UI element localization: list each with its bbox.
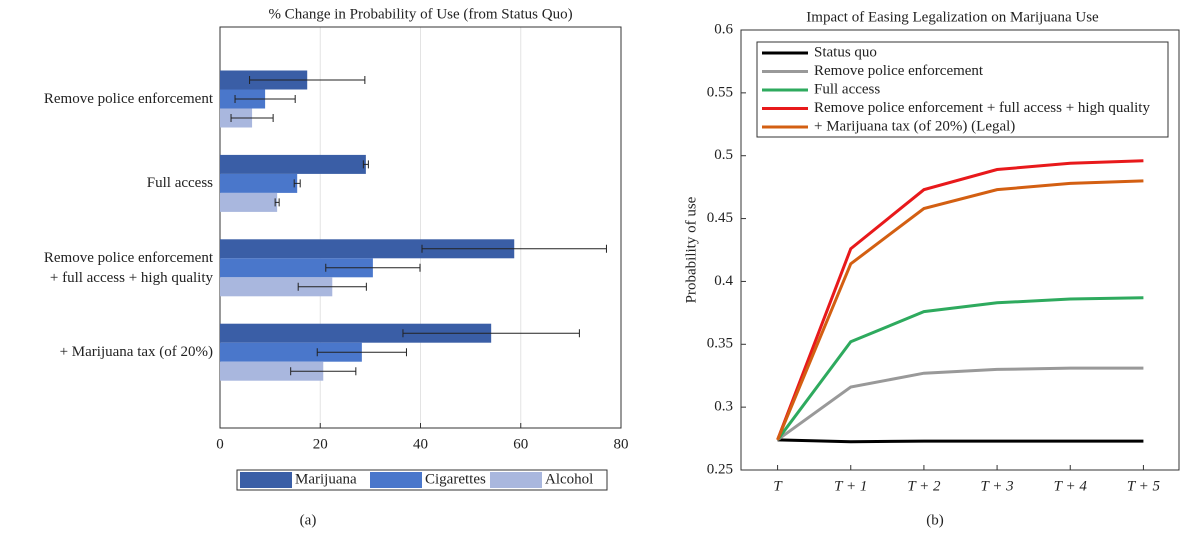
x-tick-label: T + 4 <box>1054 478 1088 494</box>
chart-title: Impact of Easing Legalization on Marijua… <box>806 9 1099 25</box>
legend-label: Marijuana <box>295 471 357 487</box>
chart-title: % Change in Probability of Use (from Sta… <box>268 6 572 22</box>
error-bar <box>297 282 367 291</box>
y-tick-label: 0.35 <box>707 336 733 352</box>
legend-box <box>756 41 1169 138</box>
bar <box>220 277 333 297</box>
error-bar <box>362 160 369 169</box>
x-tick-label: 60 <box>513 436 528 452</box>
y-tick-label: 0.25 <box>707 461 733 477</box>
bar <box>220 154 366 174</box>
y-tick-label: + Marijuana tax (of 20%) <box>59 344 213 361</box>
error-bar <box>274 198 280 207</box>
legend-swatch <box>370 472 422 488</box>
x-tick-label: T + 5 <box>1127 478 1161 494</box>
legend-label: Status quo <box>814 44 877 60</box>
axes-box <box>740 29 1180 471</box>
y-tick-label: 0.55 <box>707 84 733 100</box>
error-bar <box>293 179 301 188</box>
line <box>776 159 1144 441</box>
bar <box>220 342 362 362</box>
y-tick-label: Remove police enforcement <box>43 91 213 107</box>
error-bar <box>316 348 407 357</box>
legend-label: Remove police enforcement <box>814 63 984 79</box>
y-axis-label: Probability of use <box>683 196 699 303</box>
axes-box <box>219 26 622 429</box>
bar <box>220 258 373 278</box>
y-tick-label: 0.5 <box>714 147 733 163</box>
error-bar <box>421 244 607 253</box>
error-bar <box>234 95 296 103</box>
line <box>777 438 1144 444</box>
legend-label: Alcohol <box>545 471 593 487</box>
x-tick-label: T + 2 <box>907 478 941 494</box>
bar <box>220 361 324 381</box>
legend-swatch <box>240 472 292 488</box>
caption: (b) <box>926 512 944 528</box>
y-tick-label: 0.3 <box>714 399 733 415</box>
bar <box>220 192 278 212</box>
x-tick-label: T + 1 <box>834 478 867 494</box>
y-tick-label: Remove police enforcement + full access … <box>43 249 213 286</box>
x-tick-label: T + 3 <box>980 478 1013 494</box>
x-tick-label: T <box>773 478 783 494</box>
y-tick-label: 0.6 <box>714 21 733 37</box>
error-bar <box>325 263 421 272</box>
line <box>776 296 1144 441</box>
bar <box>220 173 298 193</box>
x-tick-label: 20 <box>313 436 328 452</box>
bar <box>220 323 492 343</box>
y-tick-label: Full access <box>146 175 213 192</box>
legend-label: Cigarettes <box>425 471 486 487</box>
legend-label: + Marijuana tax (of 20%) (Legal) <box>814 118 1015 134</box>
error-bar <box>290 367 357 376</box>
legend-label: Full access <box>814 81 880 97</box>
caption: (a) <box>300 512 317 528</box>
x-tick-label: 0 <box>216 436 224 452</box>
y-tick-label: 0.45 <box>707 210 733 226</box>
bar <box>220 239 515 259</box>
line <box>776 179 1144 441</box>
error-bar <box>249 76 366 84</box>
line <box>776 366 1144 442</box>
legend-label: Remove police enforcement + full access … <box>814 100 1150 116</box>
x-tick-label: 40 <box>413 436 428 452</box>
x-tick-label: 80 <box>614 436 629 452</box>
y-tick-label: 0.4 <box>714 273 733 289</box>
error-bar <box>402 329 580 338</box>
error-bar <box>230 114 274 122</box>
legend-swatch <box>490 472 542 488</box>
